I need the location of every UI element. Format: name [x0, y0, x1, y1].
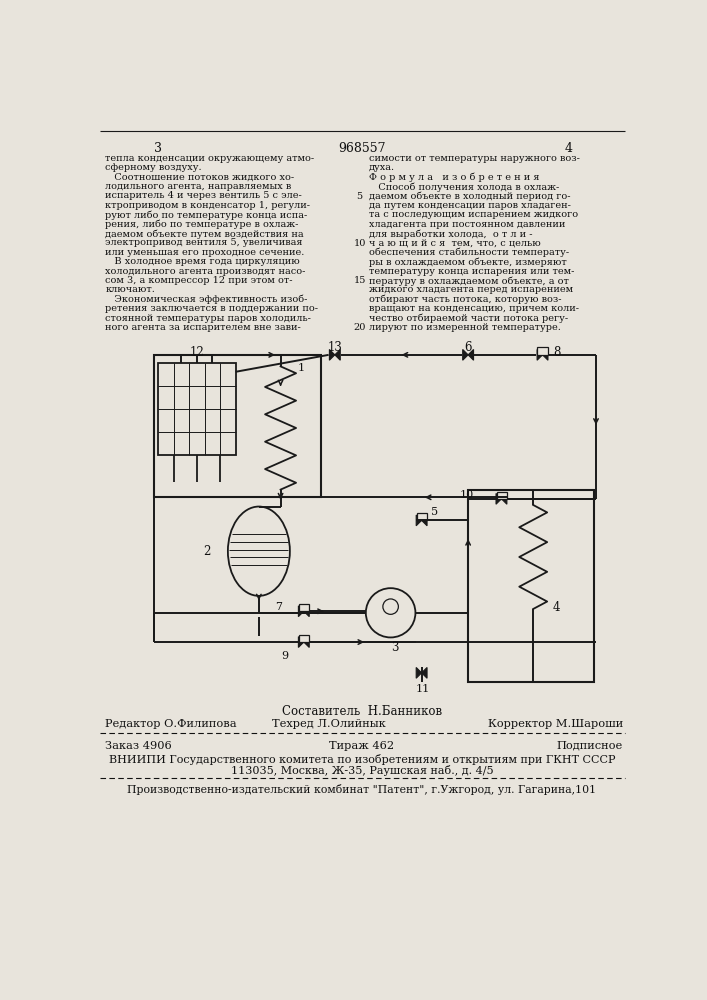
Polygon shape	[468, 349, 474, 360]
Text: В холодное время года циркуляцию: В холодное время года циркуляцию	[105, 257, 300, 266]
Text: 5: 5	[356, 192, 363, 201]
Text: даемом объекте путем воздействия на: даемом объекте путем воздействия на	[105, 229, 304, 239]
Polygon shape	[421, 515, 427, 526]
Bar	[417, 513, 427, 520]
Text: 4: 4	[553, 601, 560, 614]
Text: 3: 3	[154, 142, 162, 155]
Text: 2: 2	[204, 545, 211, 558]
Bar	[537, 347, 548, 355]
Text: 10: 10	[354, 239, 366, 248]
Text: Техред Л.Олийнык: Техред Л.Олийнык	[271, 719, 385, 729]
Text: Корректор М.Шароши: Корректор М.Шароши	[488, 719, 623, 729]
Text: 10: 10	[460, 490, 474, 500]
Bar	[158, 363, 235, 455]
Text: 3: 3	[391, 641, 398, 654]
Text: температуру конца испарения или тем-: температуру конца испарения или тем-	[369, 267, 574, 276]
Bar	[299, 635, 309, 642]
Text: для выработки холода,  о т л и -: для выработки холода, о т л и -	[369, 229, 532, 239]
Bar	[497, 492, 507, 499]
Text: сферному воздуху.: сферному воздуху.	[105, 163, 202, 172]
Text: тепла конденсации окружающему атмо-: тепла конденсации окружающему атмо-	[105, 154, 315, 163]
Text: духа.: духа.	[369, 163, 395, 172]
Text: 8: 8	[554, 346, 561, 359]
Text: ретения заключается в поддержании по-: ретения заключается в поддержании по-	[105, 304, 318, 313]
Polygon shape	[304, 606, 309, 617]
Text: 12: 12	[189, 346, 204, 359]
Bar	[299, 604, 309, 611]
Polygon shape	[298, 637, 304, 647]
Text: та с последующим испарением жидкого: та с последующим испарением жидкого	[369, 210, 578, 219]
Text: 7: 7	[275, 602, 282, 612]
Text: даемом объекте в холодный период го-: даемом объекте в холодный период го-	[369, 191, 571, 201]
Text: 15: 15	[354, 276, 366, 285]
Text: 13: 13	[327, 341, 342, 354]
Text: испаритель 4 и через вентиль 5 с эле-: испаритель 4 и через вентиль 5 с эле-	[105, 191, 302, 200]
Text: 113035, Москва, Ж-35, Раушская наб., д. 4/5: 113035, Москва, Ж-35, Раушская наб., д. …	[230, 765, 493, 776]
Text: Соотношение потоков жидкого хо-: Соотношение потоков жидкого хо-	[105, 173, 295, 182]
Polygon shape	[462, 349, 468, 360]
Text: 4: 4	[565, 142, 573, 155]
Text: жидкого хладагента перед испарением: жидкого хладагента перед испарением	[369, 285, 573, 294]
Text: Составитель  Н.Банников: Составитель Н.Банников	[282, 705, 442, 718]
Polygon shape	[501, 493, 507, 504]
Text: 5: 5	[431, 507, 438, 517]
Text: хладагента при постоянном давлении: хладагента при постоянном давлении	[369, 220, 566, 229]
Text: руют либо по температуре конца испа-: руют либо по температуре конца испа-	[105, 210, 308, 220]
Text: Экономическая эффективность изоб-: Экономическая эффективность изоб-	[105, 295, 308, 304]
Text: да путем конденсации паров хладаген-: да путем конденсации паров хладаген-	[369, 201, 571, 210]
Ellipse shape	[228, 507, 290, 596]
Text: сом 3, а компрессор 12 при этом от-: сом 3, а компрессор 12 при этом от-	[105, 276, 293, 285]
Text: обеспечения стабильности температу-: обеспечения стабильности температу-	[369, 248, 569, 257]
Text: 1: 1	[298, 363, 305, 373]
Text: отбирают часть потока, которую воз-: отбирают часть потока, которую воз-	[369, 295, 561, 304]
Polygon shape	[542, 349, 548, 360]
Text: Производственно-издательский комбинат "Патент", г.Ужгород, ул. Гагарина,101: Производственно-издательский комбинат "П…	[127, 784, 597, 795]
Text: Способ получения холода в охлаж-: Способ получения холода в охлаж-	[369, 182, 559, 192]
Text: рения, либо по температуре в охлаж-: рения, либо по температуре в охлаж-	[105, 220, 299, 229]
Text: Подписное: Подписное	[557, 741, 623, 751]
Text: или уменьшая его проходное сечение.: или уменьшая его проходное сечение.	[105, 248, 305, 257]
Text: ного агента за испарителем вне зави-: ного агента за испарителем вне зави-	[105, 323, 301, 332]
Text: ры в охлаждаемом объекте, измеряют: ры в охлаждаемом объекте, измеряют	[369, 257, 567, 267]
Text: холодильного агента производят насо-: холодильного агента производят насо-	[105, 267, 306, 276]
Bar	[154, 355, 321, 497]
Text: Заказ 4906: Заказ 4906	[105, 741, 173, 751]
Polygon shape	[496, 493, 501, 504]
Text: лируют по измеренной температуре.: лируют по измеренной температуре.	[369, 323, 561, 332]
Text: ВНИИПИ Государственного комитета по изобретениям и открытиям при ГКНТ СССР: ВНИИПИ Государственного комитета по изоб…	[109, 754, 615, 765]
Text: чество отбираемой части потока регу-: чество отбираемой части потока регу-	[369, 314, 568, 323]
Text: симости от температуры наружного воз-: симости от температуры наружного воз-	[369, 154, 580, 163]
Polygon shape	[335, 349, 340, 360]
Polygon shape	[329, 349, 335, 360]
Text: 9: 9	[281, 651, 288, 661]
Text: электропривод вентиля 5, увеличивая: электропривод вентиля 5, увеличивая	[105, 238, 303, 247]
Text: Тираж 462: Тираж 462	[329, 741, 395, 751]
Text: ктроприводом в конденсатор 1, регули-: ктроприводом в конденсатор 1, регули-	[105, 201, 310, 210]
Polygon shape	[416, 667, 421, 678]
Text: стоянной температуры паров холодиль-: стоянной температуры паров холодиль-	[105, 314, 311, 323]
Polygon shape	[416, 515, 421, 526]
Text: ч а ю щ и й с я  тем, что, с целью: ч а ю щ и й с я тем, что, с целью	[369, 238, 541, 247]
Text: вращают на конденсацию, причем коли-: вращают на конденсацию, причем коли-	[369, 304, 579, 313]
Polygon shape	[421, 667, 427, 678]
Text: ключают.: ключают.	[105, 285, 156, 294]
Text: лодильного агента, направляемых в: лодильного агента, направляемых в	[105, 182, 292, 191]
Text: 20: 20	[354, 323, 366, 332]
Bar	[468, 490, 594, 682]
Polygon shape	[304, 637, 309, 647]
Polygon shape	[537, 349, 542, 360]
Text: Редактор О.Филипова: Редактор О.Филипова	[105, 719, 237, 729]
Polygon shape	[298, 606, 304, 617]
Text: 11: 11	[416, 684, 431, 694]
Circle shape	[383, 599, 398, 614]
Text: 6: 6	[464, 341, 472, 354]
Circle shape	[366, 588, 416, 637]
Text: пературу в охлаждаемом объекте, а от: пературу в охлаждаемом объекте, а от	[369, 276, 569, 286]
Text: 968557: 968557	[338, 142, 386, 155]
Text: Ф о р м у л а   и з о б р е т е н и я: Ф о р м у л а и з о б р е т е н и я	[369, 173, 539, 182]
